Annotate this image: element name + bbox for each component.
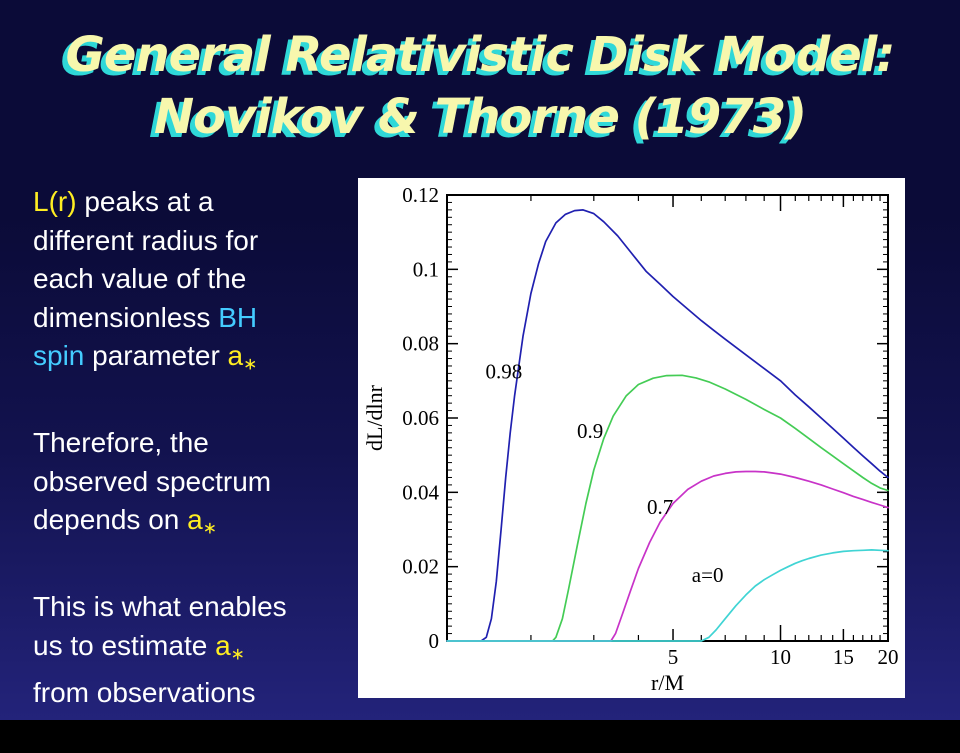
text-segment: a	[187, 504, 203, 536]
text-line: depends on a∗	[33, 501, 357, 548]
text-line: us to estimate a∗	[33, 627, 357, 674]
body-text: L(r) peaks at a different radius for each …	[33, 183, 357, 753]
x-tick-label: 20	[878, 645, 899, 669]
text-segment: each value of the	[33, 263, 247, 294]
text-segment: from observations	[33, 677, 256, 709]
text-segment: us to estimate	[33, 629, 216, 661]
title-line-1: General Relativistic Disk Model:	[65, 27, 896, 83]
y-tick-label: 0	[429, 629, 440, 653]
text-segment: spin	[33, 340, 85, 371]
text-line: L(r) peaks at a	[33, 183, 357, 222]
text-line: observed spectrum	[33, 463, 357, 502]
text-segment: peaks at a	[76, 186, 214, 217]
x-tick-label: 5	[668, 645, 679, 669]
plot-panel: 5 10 15 20 0 0.02 0.04 0.06 0.08 0.1 0.12 r/M dL/dln…	[358, 178, 905, 698]
text-segment: BH	[218, 301, 258, 333]
curve-a09	[446, 374, 889, 642]
text-line: dimensionless BH	[33, 299, 357, 338]
text-segment: parameter	[84, 340, 228, 371]
curve-label: a=0	[692, 563, 724, 587]
text-segment: L(r)	[33, 186, 77, 217]
y-tick-label: 0.12	[402, 183, 439, 207]
y-tick-label: 0.08	[402, 332, 439, 356]
y-tick-label: 0.04	[402, 480, 439, 504]
text-segment: Therefore, the	[33, 427, 209, 459]
y-tick-label: 0.02	[402, 555, 439, 579]
x-tick-label: 15	[833, 645, 854, 669]
text-segment: This is what enables	[33, 591, 287, 623]
x-axis-label: r/M	[651, 670, 684, 695]
y-tick-label: 0.06	[402, 406, 439, 430]
text-segment: a	[227, 340, 244, 371]
paragraph: This is what enables us to estimate a∗ fro…	[33, 588, 357, 712]
paragraph: Therefore, the observed spectrum depends o…	[33, 424, 357, 548]
curve-a098	[446, 209, 889, 642]
text-line: Therefore, the	[33, 424, 357, 463]
curve-a07	[446, 470, 889, 642]
spectrum-chart: 5 10 15 20 0 0.02 0.04 0.06 0.08 0.1 0.12 r/M dL/dln…	[362, 183, 899, 695]
curve-label: 0.98	[486, 360, 523, 384]
text-line: spin parameter a∗	[33, 337, 357, 384]
text-segment: ∗	[230, 644, 245, 664]
title-line-2: Novikov & Thorne (1973)	[153, 89, 807, 145]
text-line: This is what enables	[33, 588, 357, 627]
text-line: each value of the	[33, 260, 357, 299]
text-segment: ∗	[243, 354, 258, 374]
paragraph: L(r) peaks at a different radius for each …	[33, 183, 357, 384]
curve-label: 0.7	[647, 495, 673, 519]
text-segment: observed spectrum	[33, 465, 272, 497]
text-line: different radius for	[33, 222, 357, 261]
curve-a0	[446, 549, 889, 642]
y-axis-label: dL/dlnr	[362, 384, 387, 451]
text-segment: depends on	[33, 504, 188, 536]
text-segment: ∗	[202, 518, 217, 538]
curve-label: 0.9	[577, 419, 603, 443]
text-segment: a	[215, 629, 231, 661]
text-segment: dimensionless	[33, 301, 219, 333]
x-tick-label: 10	[770, 645, 791, 669]
slide: General Relativistic Disk Model: Novikov…	[0, 0, 960, 720]
slide-title: General Relativistic Disk Model: Novikov…	[0, 24, 960, 148]
y-tick-label: 0.1	[413, 257, 439, 281]
text-line: from observations	[33, 674, 357, 713]
text-segment: different radius for	[33, 224, 259, 256]
